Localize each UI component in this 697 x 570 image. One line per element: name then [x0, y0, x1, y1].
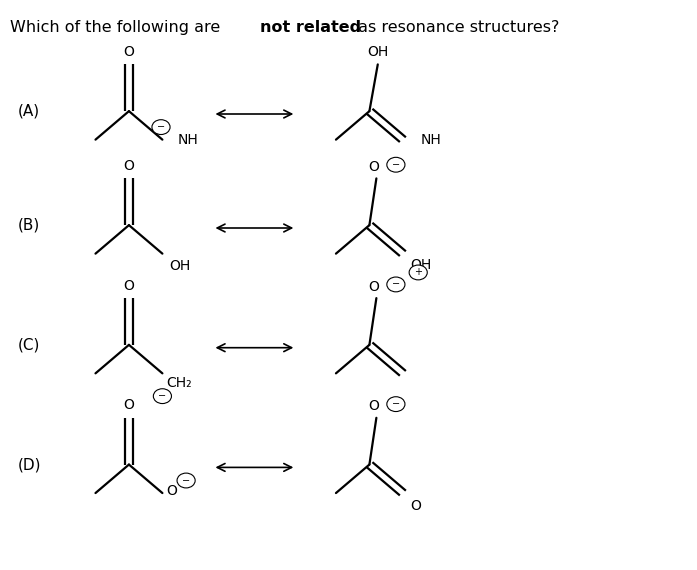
Text: CH₂: CH₂ [166, 376, 192, 390]
Text: OH: OH [367, 45, 388, 59]
Text: −: − [392, 279, 400, 290]
Text: (D): (D) [17, 457, 41, 472]
Text: +: + [414, 267, 422, 278]
Circle shape [153, 389, 171, 404]
Text: O: O [123, 398, 135, 412]
Text: O: O [368, 400, 379, 413]
Text: −: − [158, 391, 167, 401]
Circle shape [387, 157, 405, 172]
Text: OH: OH [169, 259, 190, 274]
Circle shape [387, 397, 405, 412]
Text: NH: NH [178, 133, 199, 146]
Text: (C): (C) [17, 337, 40, 352]
Text: (A): (A) [17, 104, 40, 119]
Text: OH: OH [410, 258, 431, 272]
Text: as resonance structures?: as resonance structures? [353, 20, 559, 35]
Text: −: − [182, 475, 190, 486]
Circle shape [177, 473, 195, 488]
Circle shape [152, 120, 170, 135]
Circle shape [387, 277, 405, 292]
Text: O: O [410, 499, 421, 513]
Text: O: O [368, 280, 379, 294]
Text: −: − [392, 160, 400, 170]
Text: (B): (B) [17, 218, 40, 233]
Text: O: O [123, 159, 135, 173]
Text: not related: not related [260, 20, 361, 35]
Text: NH: NH [421, 133, 442, 146]
Text: O: O [167, 484, 178, 498]
Text: O: O [123, 45, 135, 59]
Text: −: − [157, 122, 165, 132]
Text: Which of the following are: Which of the following are [10, 20, 226, 35]
Text: O: O [368, 160, 379, 174]
Text: O: O [123, 279, 135, 292]
Circle shape [409, 265, 427, 280]
Text: −: − [392, 399, 400, 409]
